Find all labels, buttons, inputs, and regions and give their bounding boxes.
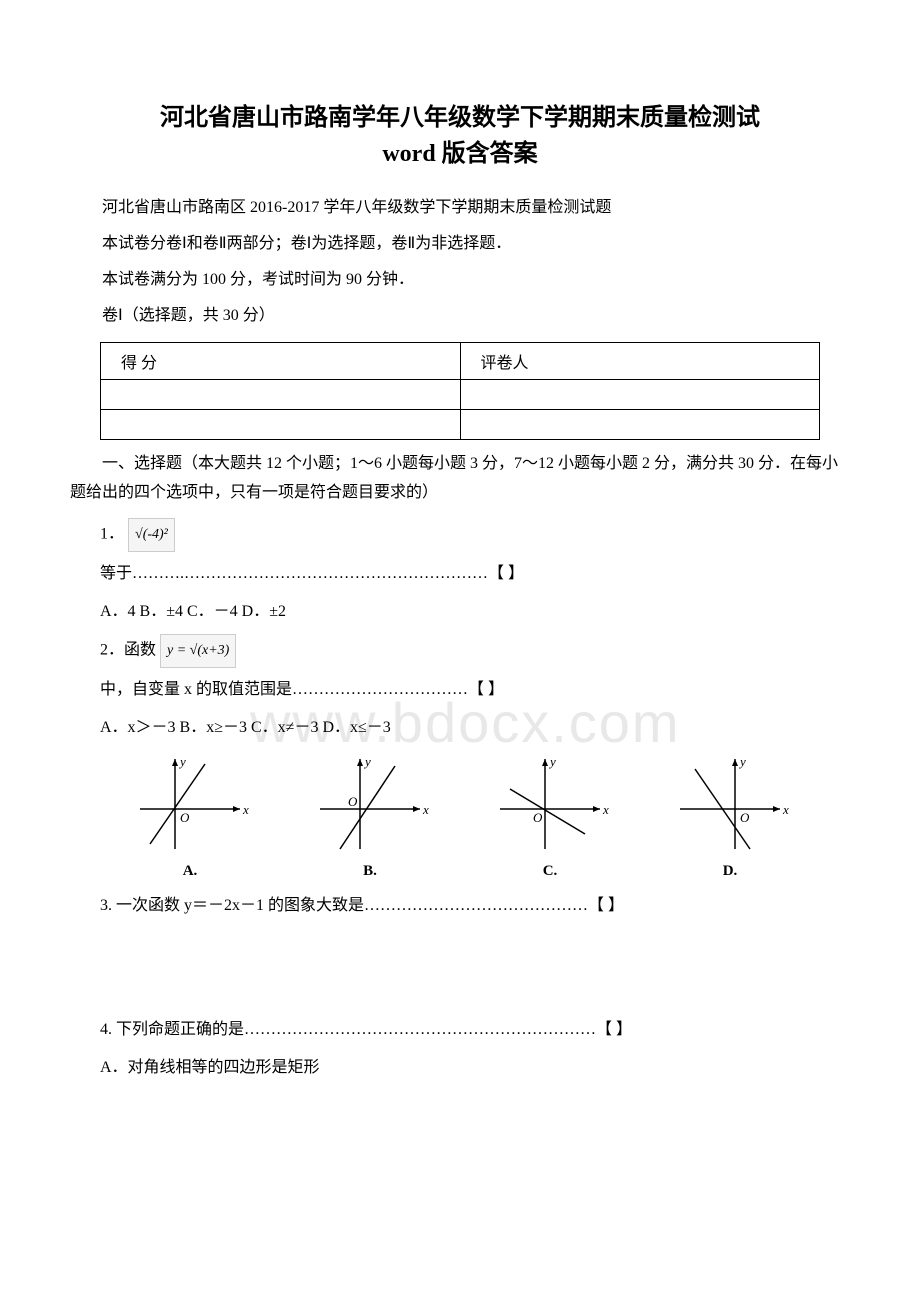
document-page: www.bdocx.com 河北省唐山市路南学年八年级数学下学期期末质量检测试 … bbox=[70, 100, 850, 1084]
graph-b-svg: x y O bbox=[310, 754, 430, 854]
question-1-text: 等于……….…………………………………………………【 】 bbox=[100, 558, 850, 590]
q2-formula: y = √(x+3) bbox=[160, 634, 236, 668]
title-line-2: word 版含答案 bbox=[382, 141, 537, 167]
question-2-options: A．x＞－3 B．x≥－3 C．x≠－3 D．x≤－3 bbox=[100, 712, 850, 744]
graph-d-label: D. bbox=[670, 863, 790, 880]
svg-text:x: x bbox=[422, 802, 429, 817]
graphs-row: x y O A. x y O B. bbox=[100, 754, 820, 880]
score-table: 得 分 评卷人 bbox=[100, 342, 820, 440]
score-cell bbox=[101, 410, 461, 440]
intro-3: 本试卷满分为 100 分，考试时间为 90 分钟． bbox=[70, 264, 850, 296]
question-3-text: 3. 一次函数 y＝－2x－1 的图象大致是……………………………………【 】 bbox=[100, 890, 850, 922]
q2-number: 2．函数 bbox=[100, 641, 156, 658]
graph-a-label: A. bbox=[130, 863, 250, 880]
graph-b-label: B. bbox=[310, 863, 430, 880]
graph-c-label: C. bbox=[490, 863, 610, 880]
graph-c: x y O C. bbox=[490, 754, 610, 880]
score-header: 得 分 bbox=[101, 343, 461, 380]
graph-c-svg: x y O bbox=[490, 754, 610, 854]
table-row bbox=[101, 380, 820, 410]
grader-header: 评卷人 bbox=[460, 343, 820, 380]
svg-text:y: y bbox=[363, 754, 371, 769]
question-2: 2．函数 y = √(x+3) bbox=[100, 634, 850, 668]
graph-d-svg: x y O bbox=[670, 754, 790, 854]
q1-number: 1． bbox=[100, 525, 124, 542]
grader-cell bbox=[460, 410, 820, 440]
document-title: 河北省唐山市路南学年八年级数学下学期期末质量检测试 word 版含答案 bbox=[70, 100, 850, 172]
question-4-option-a: A．对角线相等的四边形是矩形 bbox=[100, 1052, 850, 1084]
graph-d: x y O D. bbox=[670, 754, 790, 880]
question-1-options: A．4 B．±4 C．－4 D．±2 bbox=[100, 596, 850, 628]
svg-text:x: x bbox=[602, 802, 609, 817]
spacer bbox=[70, 928, 850, 1008]
svg-text:y: y bbox=[548, 754, 556, 769]
intro-4: 卷Ⅰ（选择题，共 30 分） bbox=[70, 300, 850, 332]
grader-cell bbox=[460, 380, 820, 410]
svg-text:O: O bbox=[348, 794, 358, 809]
title-line-1: 河北省唐山市路南学年八年级数学下学期期末质量检测试 bbox=[160, 105, 760, 131]
graph-b: x y O B. bbox=[310, 754, 430, 880]
question-2-text: 中，自变量 x 的取值范围是……………………………【 】 bbox=[100, 674, 850, 706]
intro-2: 本试卷分卷Ⅰ和卷Ⅱ两部分；卷Ⅰ为选择题，卷Ⅱ为非选择题． bbox=[70, 228, 850, 260]
question-1: 1． √(-4)² bbox=[100, 518, 850, 552]
table-row: 得 分 评卷人 bbox=[101, 343, 820, 380]
table-row bbox=[101, 410, 820, 440]
intro-1: 河北省唐山市路南区 2016-2017 学年八年级数学下学期期末质量检测试题 bbox=[70, 192, 850, 224]
svg-text:x: x bbox=[242, 802, 249, 817]
svg-text:y: y bbox=[178, 754, 186, 769]
svg-text:y: y bbox=[738, 754, 746, 769]
score-cell bbox=[101, 380, 461, 410]
q1-formula: √(-4)² bbox=[128, 518, 175, 552]
svg-text:O: O bbox=[740, 810, 750, 825]
svg-text:O: O bbox=[533, 810, 543, 825]
question-4-text: 4. 下列命题正确的是…………………………………………………………【 】 bbox=[100, 1014, 850, 1046]
graph-a: x y O A. bbox=[130, 754, 250, 880]
section-1-heading: 一、选择题（本大题共 12 个小题；1～6 小题每小题 3 分，7～12 小题每… bbox=[70, 450, 850, 508]
graph-a-svg: x y O bbox=[130, 754, 250, 854]
svg-text:x: x bbox=[782, 802, 789, 817]
svg-text:O: O bbox=[180, 810, 190, 825]
